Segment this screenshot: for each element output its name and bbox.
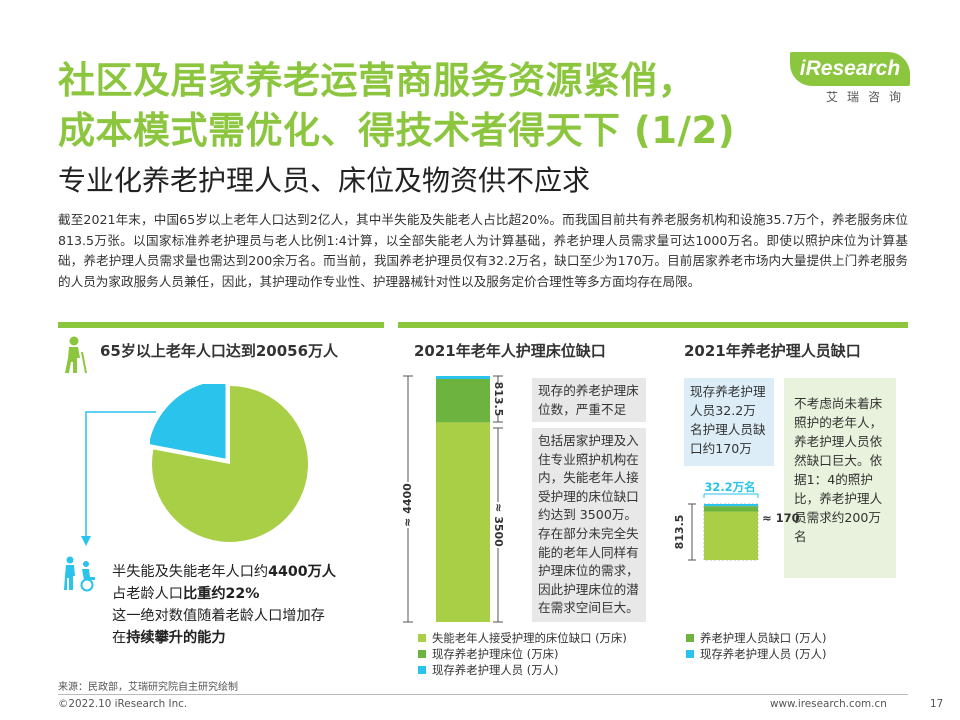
bar-segment-existing-staff [704,504,758,507]
title-line-1: 社区及居家养老运营商服务资源紧俏， [58,59,696,102]
staff-panel-heading: 2021年养老护理人员缺口 [684,342,861,360]
legend-label: 现存养老护理人员 (万人) [432,663,559,677]
legend-swatch [418,666,426,674]
bed-gap-label: ≈ 3500 [492,503,505,547]
stat-highlight: 持续攀升的能力 [126,630,226,646]
right-section-divider [398,322,908,327]
stat-highlight: 4400万人 [268,564,336,580]
legend-swatch [418,634,426,642]
legend-label: 现存养老护理床位 (万床) [432,647,559,661]
total-label-bg [398,482,418,528]
pie-slice-disabled-elderly [150,384,226,459]
legend-label: 失能老年人接受护理的床位缺口 (万床) [432,631,627,645]
legend-swatch [686,650,694,658]
elderly-population-pie-chart [150,384,308,542]
stat-trend-line: 这一绝对数值随着老龄人口增加存 [112,608,325,624]
right-section-divider-thin [398,327,908,328]
copyright: ©2022.10 iResearch Inc. [58,698,188,710]
note-existing-beds: 现存的养老护理床位数，严重不足 [532,378,646,422]
intro-paragraph: 截至2021年末，中国65岁以上老年人口达到2亿人，其中半失能及失能老人占比超2… [58,212,908,289]
footer-divider [58,694,908,695]
bar-segment-staff [436,376,490,379]
stat-text: 占老龄人口 [112,586,183,602]
left-section-divider [58,322,384,327]
legend-label: 现存养老护理人员 (万人) [700,647,827,661]
legend-bed-gap: 失能老年人接受护理的床位缺口 (万床) [418,630,627,646]
bar-segment-bed-gap [436,422,490,622]
total-bed-demand-label: ≈ 4400 [401,483,414,527]
page-number: 17 [930,698,944,710]
bar-segment-existing-beds [436,379,490,423]
website-link[interactable]: www.iresearch.com.cn [770,698,887,710]
note-bed-gap: 包括居家护理及入住专业照护机构在内，失能老年人接受护理的床位缺口约达到 3500… [532,428,646,622]
iresearch-logo: iResearch 艾瑞咨询 [790,48,915,108]
bar-segment-staff-gap [704,506,758,512]
existing-beds-label: 813.5 [492,382,505,417]
legend-existing-staff: 现存养老护理人员 (万人) [418,662,558,678]
title-line-2: 成本模式需优化、得技术者得天下 (1/2) [58,109,736,152]
pie-slice-other-elderly [152,386,308,542]
gap-label-bg [491,502,505,548]
left-panel-heading: 65岁以上老年人口达到20056万人 [100,342,339,360]
stat-highlight: 比重约22% [182,586,260,602]
staff-total-label: 813.5 [673,515,686,550]
staff-gap-label: ≈ 170 [762,511,800,525]
existing-label-bg [491,382,505,416]
staff-total-label-bg [673,512,687,552]
stat-disabled-share: 占老龄人口比重约22% [112,584,259,605]
source-note: 来源：民政部，艾瑞研究院自主研究绘制 [58,682,238,693]
note-staff-demand: 不考虑尚未着床照护的老年人，养老护理人员依然缺口巨大。依据1：4的照护比，养老护… [784,378,896,578]
note-existing-staff: 现存养老护理人员32.2万名护理人员缺口约170万 [684,378,774,466]
stat-text: 半失能及失能老年人口约 [112,564,269,580]
wheelchair-caregiver-icon [64,556,95,592]
bed-gap-chart: ≈ 4400 813.5 ≈ 3500 [398,375,505,623]
staff-gap-chart: 32.2万名 ≈ 170 813.5 [673,480,800,561]
legend-staff-existing: 现存养老护理人员 (万人) [686,646,826,662]
stat-disabled-population: 半失能及失能老年人口约4400万人 [112,562,336,583]
stat-text: 在 [112,630,127,646]
logo-subtext: 艾瑞咨询 [825,90,910,104]
bed-panel-heading: 2021年老年人护理床位缺口 [414,342,606,360]
page-title: 社区及居家养老运营商服务资源紧俏， 成本模式需优化、得技术者得天下 (1/2) [58,56,818,156]
bar-segment-staff-remaining [704,511,758,560]
elderly-person-icon [65,336,87,374]
existing-staff-label: 32.2万名 [704,480,755,494]
stat-trend-continued: 在持续攀升的能力 [112,628,226,649]
logo-text: iResearch [790,52,910,86]
legend-swatch [686,634,694,642]
legend-swatch [418,650,426,658]
legend-existing-beds: 现存养老护理床位 (万床) [418,646,558,662]
legend-label: 养老护理人员缺口 (万人) [700,631,827,645]
page-subtitle: 专业化养老护理人员、床位及物资供不应求 [58,164,591,197]
pie-connector-arrow [81,411,156,546]
left-section-divider-thin [58,327,384,328]
legend-staff-gap: 养老护理人员缺口 (万人) [686,630,826,646]
